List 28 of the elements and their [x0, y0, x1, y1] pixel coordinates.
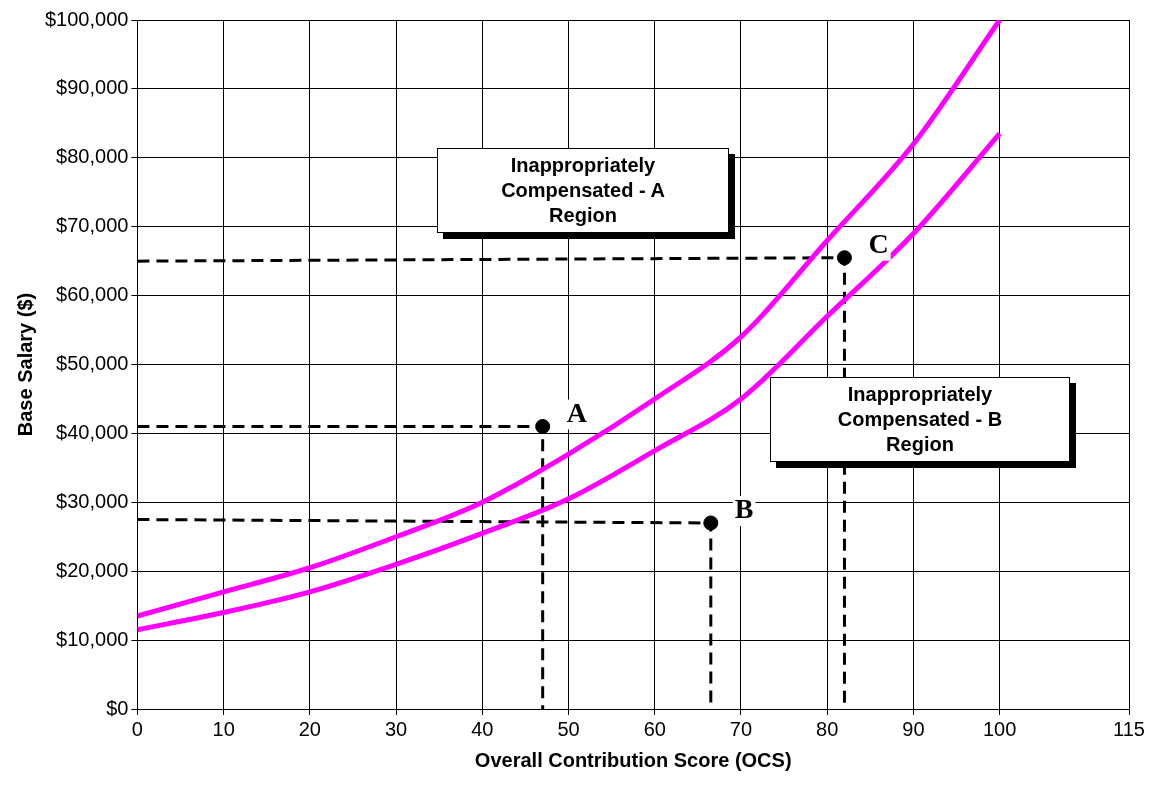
x-tick-label: 40 [471, 717, 494, 740]
x-tick-label: 90 [902, 717, 925, 740]
x-tick-label: 30 [384, 717, 408, 740]
x-axis-title: Overall Contribution Score (OCS) [474, 748, 792, 771]
x-tick-label: 80 [816, 717, 839, 740]
x-tick-label: 0 [131, 717, 143, 740]
y-tick-label: $70,000 [56, 214, 129, 237]
y-axis-title: Base Salary ($) [13, 292, 36, 437]
y-tick-label: $0 [106, 696, 129, 719]
annotation: A [566, 396, 588, 428]
x-tick-label: 10 [212, 717, 235, 740]
y-tick-label: $30,000 [56, 489, 129, 512]
y-tick-label: $10,000 [56, 627, 129, 650]
x-tick-label: 60 [643, 717, 666, 740]
y-tick-label: $40,000 [56, 420, 129, 443]
annotation: C [868, 227, 889, 259]
y-tick-label: $80,000 [56, 145, 129, 168]
x-tick-label: 100 [982, 717, 1017, 740]
x-tick-label: 20 [298, 717, 321, 740]
x-tick-label: 50 [557, 717, 580, 740]
y-tick-label: $50,000 [56, 352, 129, 375]
y-tick-label: $90,000 [56, 76, 129, 99]
x-tick-label: 70 [729, 717, 753, 740]
annotation: B [734, 493, 754, 525]
y-tick-label: $100,000 [45, 7, 129, 30]
x-tick-label: 115 [1113, 717, 1145, 740]
y-tick-label: $60,000 [56, 283, 129, 306]
y-tick-label: $20,000 [56, 558, 129, 581]
